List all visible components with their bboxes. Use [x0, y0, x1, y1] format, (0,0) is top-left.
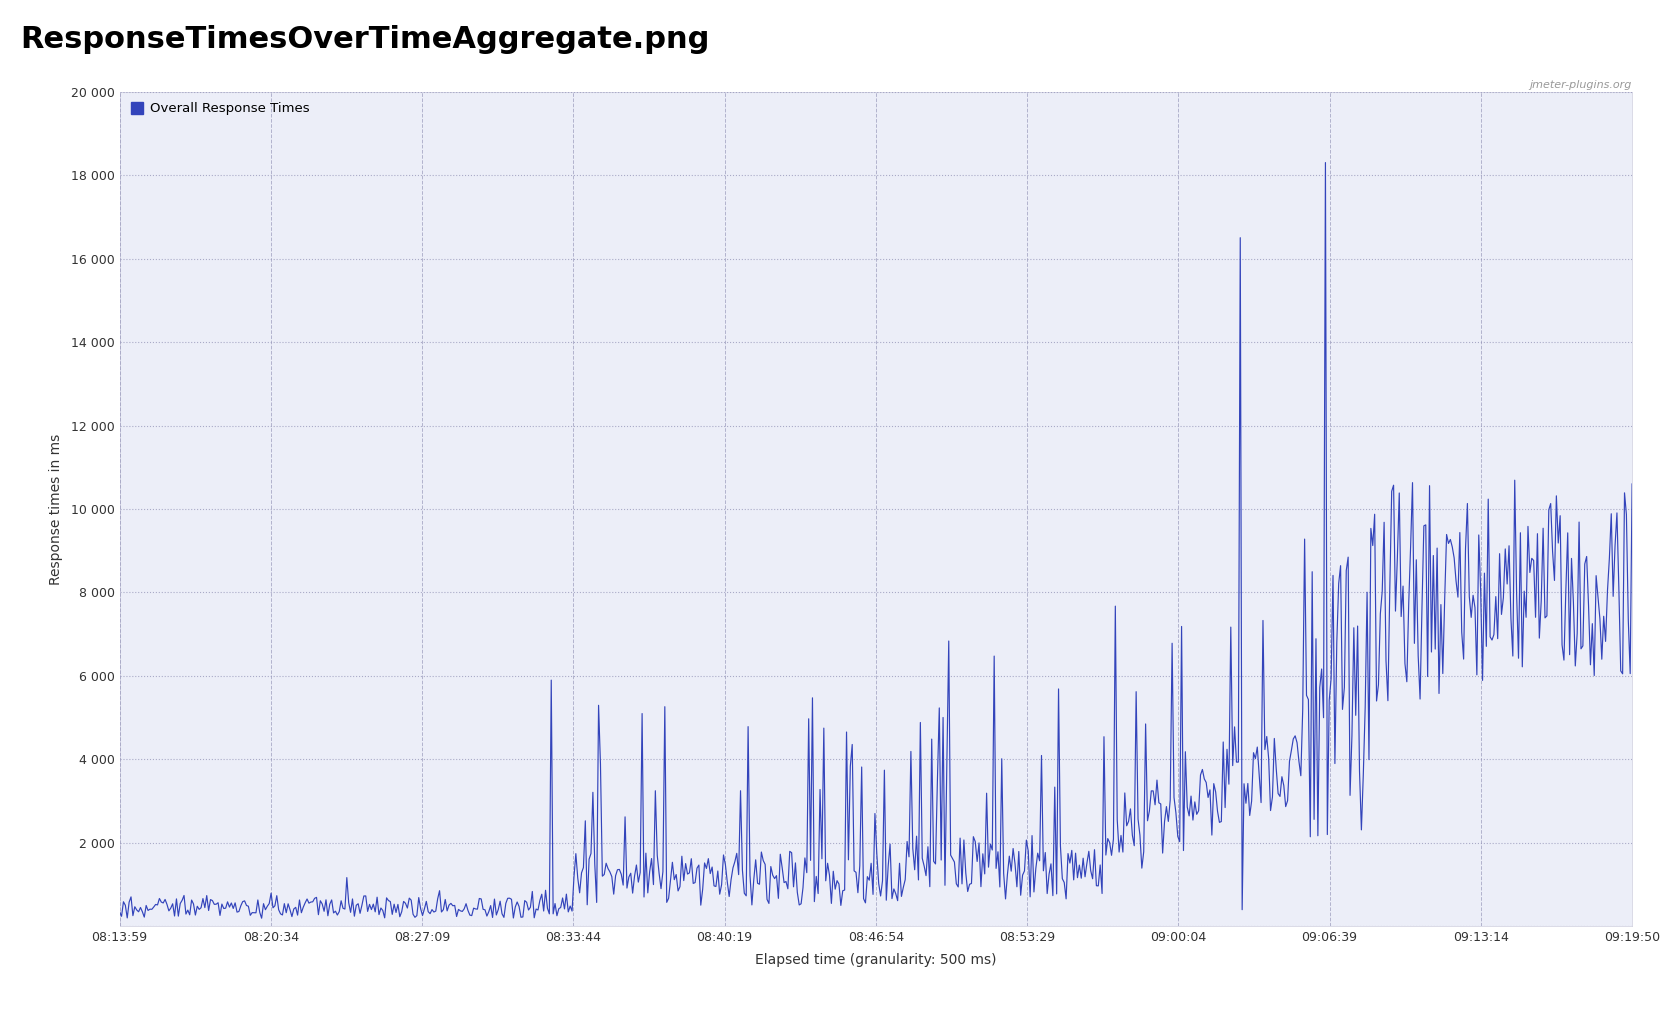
Text: ResponseTimesOverTimeAggregate.png: ResponseTimesOverTimeAggregate.png [20, 25, 710, 54]
Legend: Overall Response Times: Overall Response Times [126, 98, 314, 119]
Text: jmeter-plugins.org: jmeter-plugins.org [1529, 80, 1632, 90]
Y-axis label: Response times in ms: Response times in ms [48, 434, 63, 584]
X-axis label: Elapsed time (granularity: 500 ms): Elapsed time (granularity: 500 ms) [755, 953, 997, 966]
